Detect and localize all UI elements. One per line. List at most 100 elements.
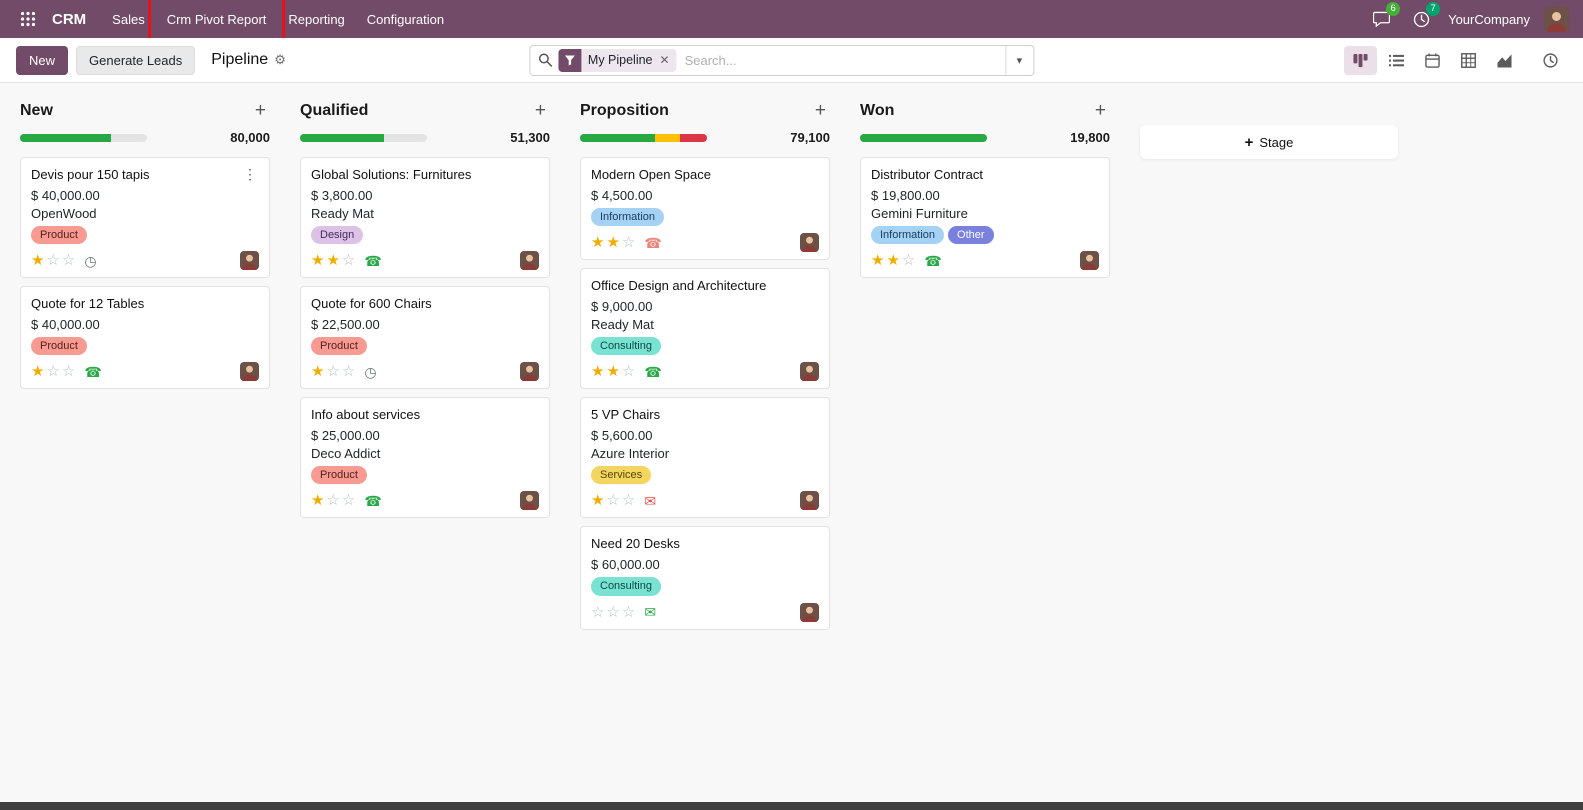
- column-add-button[interactable]: +: [1091, 99, 1110, 122]
- kanban-card[interactable]: Distributor Contract $ 19,800.00 Gemini …: [860, 157, 1110, 279]
- progress-segment-green[interactable]: [580, 133, 655, 142]
- priority-stars[interactable]: ★ ☆ ☆: [311, 493, 355, 508]
- phone-icon[interactable]: ☎: [644, 363, 662, 380]
- kanban-card[interactable]: 5 VP Chairs $ 5,600.00 Azure Interior Se…: [580, 397, 830, 519]
- kanban-card[interactable]: Global Solutions: Furnitures $ 3,800.00 …: [300, 157, 550, 279]
- search-facet[interactable]: My Pipeline ✕: [557, 48, 677, 72]
- apps-menu-icon[interactable]: [14, 5, 42, 33]
- priority-star-3[interactable]: ☆: [341, 363, 356, 381]
- new-button[interactable]: New: [16, 45, 69, 75]
- priority-star-2[interactable]: ☆: [606, 603, 620, 621]
- priority-star-1[interactable]: ★: [31, 363, 45, 381]
- phone-icon[interactable]: ☎: [924, 252, 942, 269]
- activities-button[interactable]: 7: [1408, 2, 1441, 31]
- view-pivot-button[interactable]: [1452, 46, 1485, 75]
- view-activity-button[interactable]: [1534, 46, 1567, 75]
- priority-stars[interactable]: ★ ★ ☆: [591, 364, 635, 379]
- clock-icon[interactable]: ◷: [84, 252, 97, 269]
- priority-star-2[interactable]: ★: [886, 252, 900, 270]
- column-title[interactable]: Proposition: [580, 101, 669, 119]
- priority-star-1[interactable]: ★: [591, 492, 605, 510]
- priority-star-3[interactable]: ☆: [621, 603, 636, 621]
- user-avatar[interactable]: [1544, 6, 1569, 32]
- priority-star-3[interactable]: ☆: [61, 363, 76, 381]
- progress-segment-green[interactable]: [860, 133, 987, 142]
- priority-star-2[interactable]: ☆: [326, 363, 340, 381]
- generate-leads-button[interactable]: Generate Leads: [76, 45, 196, 75]
- priority-star-3[interactable]: ☆: [341, 492, 356, 510]
- column-progressbar[interactable]: [300, 133, 427, 142]
- card-menu-icon[interactable]: ⋮: [243, 166, 257, 182]
- column-add-button[interactable]: +: [811, 99, 830, 122]
- view-graph-button[interactable]: [1488, 46, 1521, 75]
- menu-reporting[interactable]: Reporting: [288, 11, 345, 27]
- priority-stars[interactable]: ★ ☆ ☆: [311, 364, 355, 379]
- messages-button[interactable]: 6: [1368, 2, 1401, 31]
- priority-star-2[interactable]: ☆: [606, 492, 620, 510]
- priority-stars[interactable]: ★ ☆ ☆: [31, 253, 75, 268]
- priority-star-3[interactable]: ☆: [621, 234, 636, 252]
- envelope-icon[interactable]: ✉: [644, 604, 657, 621]
- priority-star-2[interactable]: ★: [326, 252, 340, 270]
- priority-star-1[interactable]: ☆: [591, 603, 605, 621]
- priority-stars[interactable]: ☆ ☆ ☆: [591, 605, 635, 620]
- priority-star-1[interactable]: ★: [311, 363, 325, 381]
- priority-stars[interactable]: ★ ☆ ☆: [31, 364, 75, 379]
- progress-segment-red[interactable]: [680, 133, 707, 142]
- search-dropdown-toggle[interactable]: ▾: [1004, 45, 1033, 75]
- kanban-card[interactable]: Quote for 600 Chairs $ 22,500.00 Product…: [300, 286, 550, 390]
- priority-star-1[interactable]: ★: [311, 252, 325, 270]
- envelope-icon[interactable]: ✉: [644, 492, 657, 509]
- search-bar[interactable]: My Pipeline ✕ ▾: [528, 44, 1034, 76]
- priority-star-3[interactable]: ☆: [621, 492, 636, 510]
- priority-star-3[interactable]: ☆: [61, 252, 76, 270]
- kanban-card[interactable]: Office Design and Architecture $ 9,000.0…: [580, 268, 830, 390]
- priority-stars[interactable]: ★ ★ ☆: [311, 253, 355, 268]
- column-title[interactable]: Qualified: [300, 101, 369, 119]
- column-progressbar[interactable]: [20, 133, 147, 142]
- column-title[interactable]: Won: [860, 101, 895, 119]
- view-list-button[interactable]: [1380, 46, 1413, 75]
- priority-star-1[interactable]: ★: [591, 363, 605, 381]
- priority-star-1[interactable]: ★: [871, 252, 885, 270]
- kanban-card[interactable]: Need 20 Desks $ 60,000.00 Consulting ☆ ☆ ☆…: [580, 526, 830, 630]
- priority-stars[interactable]: ★ ☆ ☆: [591, 493, 635, 508]
- priority-star-3[interactable]: ☆: [901, 252, 916, 270]
- company-name[interactable]: YourCompany: [1448, 11, 1530, 27]
- column-progressbar[interactable]: [860, 133, 987, 142]
- priority-star-3[interactable]: ☆: [341, 252, 356, 270]
- priority-stars[interactable]: ★ ★ ☆: [871, 253, 915, 268]
- priority-star-1[interactable]: ★: [31, 252, 45, 270]
- gear-icon[interactable]: ⚙: [274, 52, 286, 67]
- column-add-button[interactable]: +: [531, 99, 550, 122]
- view-calendar-button[interactable]: [1416, 46, 1449, 75]
- phone-icon[interactable]: ☎: [364, 492, 382, 509]
- priority-star-2[interactable]: ☆: [46, 252, 60, 270]
- view-kanban-button[interactable]: [1344, 45, 1377, 75]
- phone-icon[interactable]: ☎: [84, 363, 102, 380]
- menu-sales[interactable]: Sales: [112, 11, 145, 27]
- kanban-card[interactable]: Devis pour 150 tapis ⋮ $ 40,000.00 OpenW…: [20, 157, 270, 279]
- menu-crm-pivot-report[interactable]: Crm Pivot Report: [147, 0, 286, 41]
- progress-segment-yellow[interactable]: [654, 133, 681, 142]
- priority-star-1[interactable]: ★: [591, 234, 605, 252]
- column-add-button[interactable]: +: [251, 99, 270, 122]
- app-name[interactable]: CRM: [52, 10, 87, 28]
- clock-icon[interactable]: ◷: [364, 363, 377, 380]
- kanban-card[interactable]: Quote for 12 Tables $ 40,000.00 Product …: [20, 286, 270, 390]
- priority-star-2[interactable]: ★: [606, 363, 620, 381]
- add-stage-button[interactable]: + Stage: [1140, 125, 1398, 159]
- priority-stars[interactable]: ★ ★ ☆: [591, 235, 635, 250]
- phone-icon[interactable]: ☎: [364, 252, 382, 269]
- phone-icon[interactable]: ☎: [644, 234, 662, 251]
- priority-star-2[interactable]: ★: [606, 234, 620, 252]
- column-progressbar[interactable]: [580, 133, 707, 142]
- priority-star-2[interactable]: ☆: [326, 492, 340, 510]
- progress-segment-green[interactable]: [300, 133, 384, 142]
- priority-star-2[interactable]: ☆: [46, 363, 60, 381]
- menu-configuration[interactable]: Configuration: [366, 11, 445, 27]
- kanban-card[interactable]: Modern Open Space $ 4,500.00 Information…: [580, 157, 830, 261]
- kanban-card[interactable]: Info about services $ 25,000.00 Deco Add…: [300, 397, 550, 519]
- search-input[interactable]: [684, 52, 1005, 68]
- column-title[interactable]: New: [20, 101, 53, 119]
